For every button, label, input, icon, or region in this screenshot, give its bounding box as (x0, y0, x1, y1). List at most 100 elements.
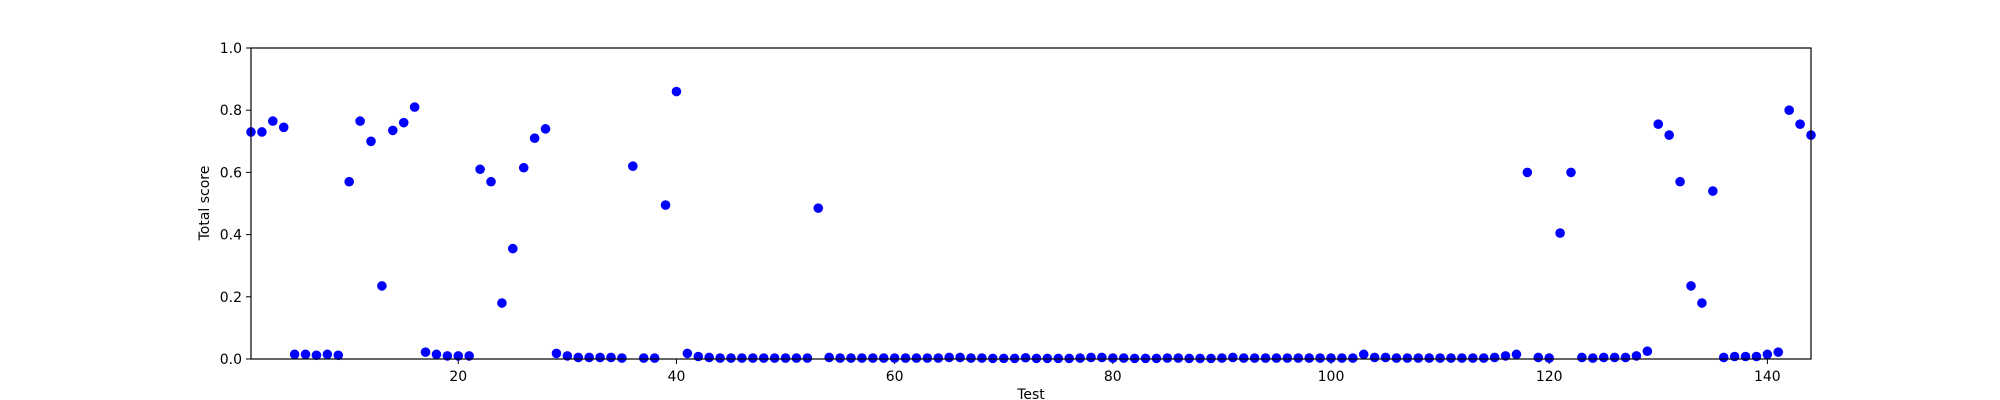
data-point (988, 353, 998, 364)
data-point (442, 351, 453, 361)
data-point (1555, 228, 1565, 238)
data-point (1304, 353, 1314, 363)
data-point (944, 352, 954, 363)
data-point (671, 86, 682, 97)
data-point (278, 122, 289, 133)
data-point (889, 353, 900, 363)
data-point (1228, 352, 1238, 363)
data-point (268, 116, 278, 126)
data-point (1293, 353, 1304, 363)
data-point (1631, 351, 1642, 361)
data-point (377, 281, 387, 291)
data-point (628, 161, 638, 171)
data-point (1686, 281, 1696, 291)
data-point (573, 352, 584, 363)
y-tick-label: 0.2 (220, 290, 242, 306)
data-point (726, 353, 736, 363)
y-tick-label: 0.8 (220, 103, 242, 119)
data-point (1478, 353, 1489, 363)
data-point (638, 353, 649, 363)
data-point (682, 348, 693, 359)
data-point (529, 133, 540, 143)
data-point (1795, 119, 1805, 129)
data-point (769, 353, 780, 363)
data-point (289, 349, 300, 360)
data-point (1533, 352, 1544, 363)
data-point (453, 351, 464, 361)
axis-ticks: 20 40 60 80 100 120 140 0.0 0.2 0.4 0.6 0.8 1.0 (220, 41, 1781, 385)
data-point (595, 352, 605, 363)
data-point (1664, 130, 1674, 140)
data-point (322, 349, 333, 360)
data-point (606, 352, 616, 363)
data-point (388, 125, 398, 136)
data-point (911, 353, 922, 363)
data-point (1653, 119, 1664, 129)
data-point (1413, 353, 1424, 363)
data-point (617, 353, 627, 363)
data-point (715, 353, 725, 363)
data-point (1511, 349, 1522, 360)
data-point (1369, 352, 1380, 363)
data-point (1129, 353, 1140, 364)
data-point (1326, 353, 1336, 363)
plot-background (251, 48, 1811, 359)
data-point (1031, 353, 1042, 364)
data-point (1609, 352, 1620, 363)
data-point (1740, 351, 1751, 362)
data-point (311, 350, 322, 361)
x-tick-label: 60 (886, 369, 904, 385)
data-point (1522, 167, 1533, 178)
data-point (1184, 353, 1194, 364)
data-point (300, 349, 311, 360)
data-point (1718, 352, 1729, 363)
data-point (1489, 352, 1500, 363)
data-point (355, 116, 365, 126)
data-point (704, 352, 714, 363)
data-point (1642, 346, 1653, 357)
data-point (922, 353, 933, 363)
data-point (486, 176, 496, 187)
data-point (1598, 352, 1609, 363)
y-axis-label: Total score (197, 166, 213, 242)
data-point (780, 353, 791, 363)
data-point (1348, 353, 1358, 363)
data-point (977, 353, 987, 363)
data-point (1577, 352, 1587, 363)
data-point (562, 351, 573, 361)
data-point (791, 353, 802, 363)
data-point (933, 353, 944, 363)
data-point (900, 353, 911, 363)
data-point (1260, 353, 1271, 363)
data-point (1446, 353, 1456, 363)
data-point (1217, 353, 1227, 363)
data-point (1762, 349, 1773, 360)
x-axis-label: Test (1016, 387, 1045, 400)
data-point (431, 349, 442, 360)
data-point (966, 353, 976, 363)
plot-frame (250, 47, 1812, 360)
data-point (366, 136, 376, 147)
data-point (748, 353, 758, 363)
data-point (1435, 353, 1445, 363)
x-tick-label: 20 (449, 369, 467, 385)
data-point (464, 351, 474, 361)
data-point (1162, 353, 1173, 363)
data-point (540, 124, 551, 134)
data-point (693, 351, 704, 362)
data-point (1784, 105, 1794, 115)
data-point (1009, 353, 1020, 364)
data-point (1675, 176, 1685, 187)
data-point (551, 348, 562, 359)
data-point (497, 298, 507, 308)
data-point (649, 353, 660, 363)
data-point (802, 353, 813, 363)
data-point (508, 243, 518, 254)
data-point (998, 353, 1009, 364)
data-point (1249, 353, 1260, 363)
data-point (857, 353, 867, 363)
data-point (1424, 353, 1434, 363)
data-point (878, 353, 889, 363)
data-point (835, 353, 845, 363)
